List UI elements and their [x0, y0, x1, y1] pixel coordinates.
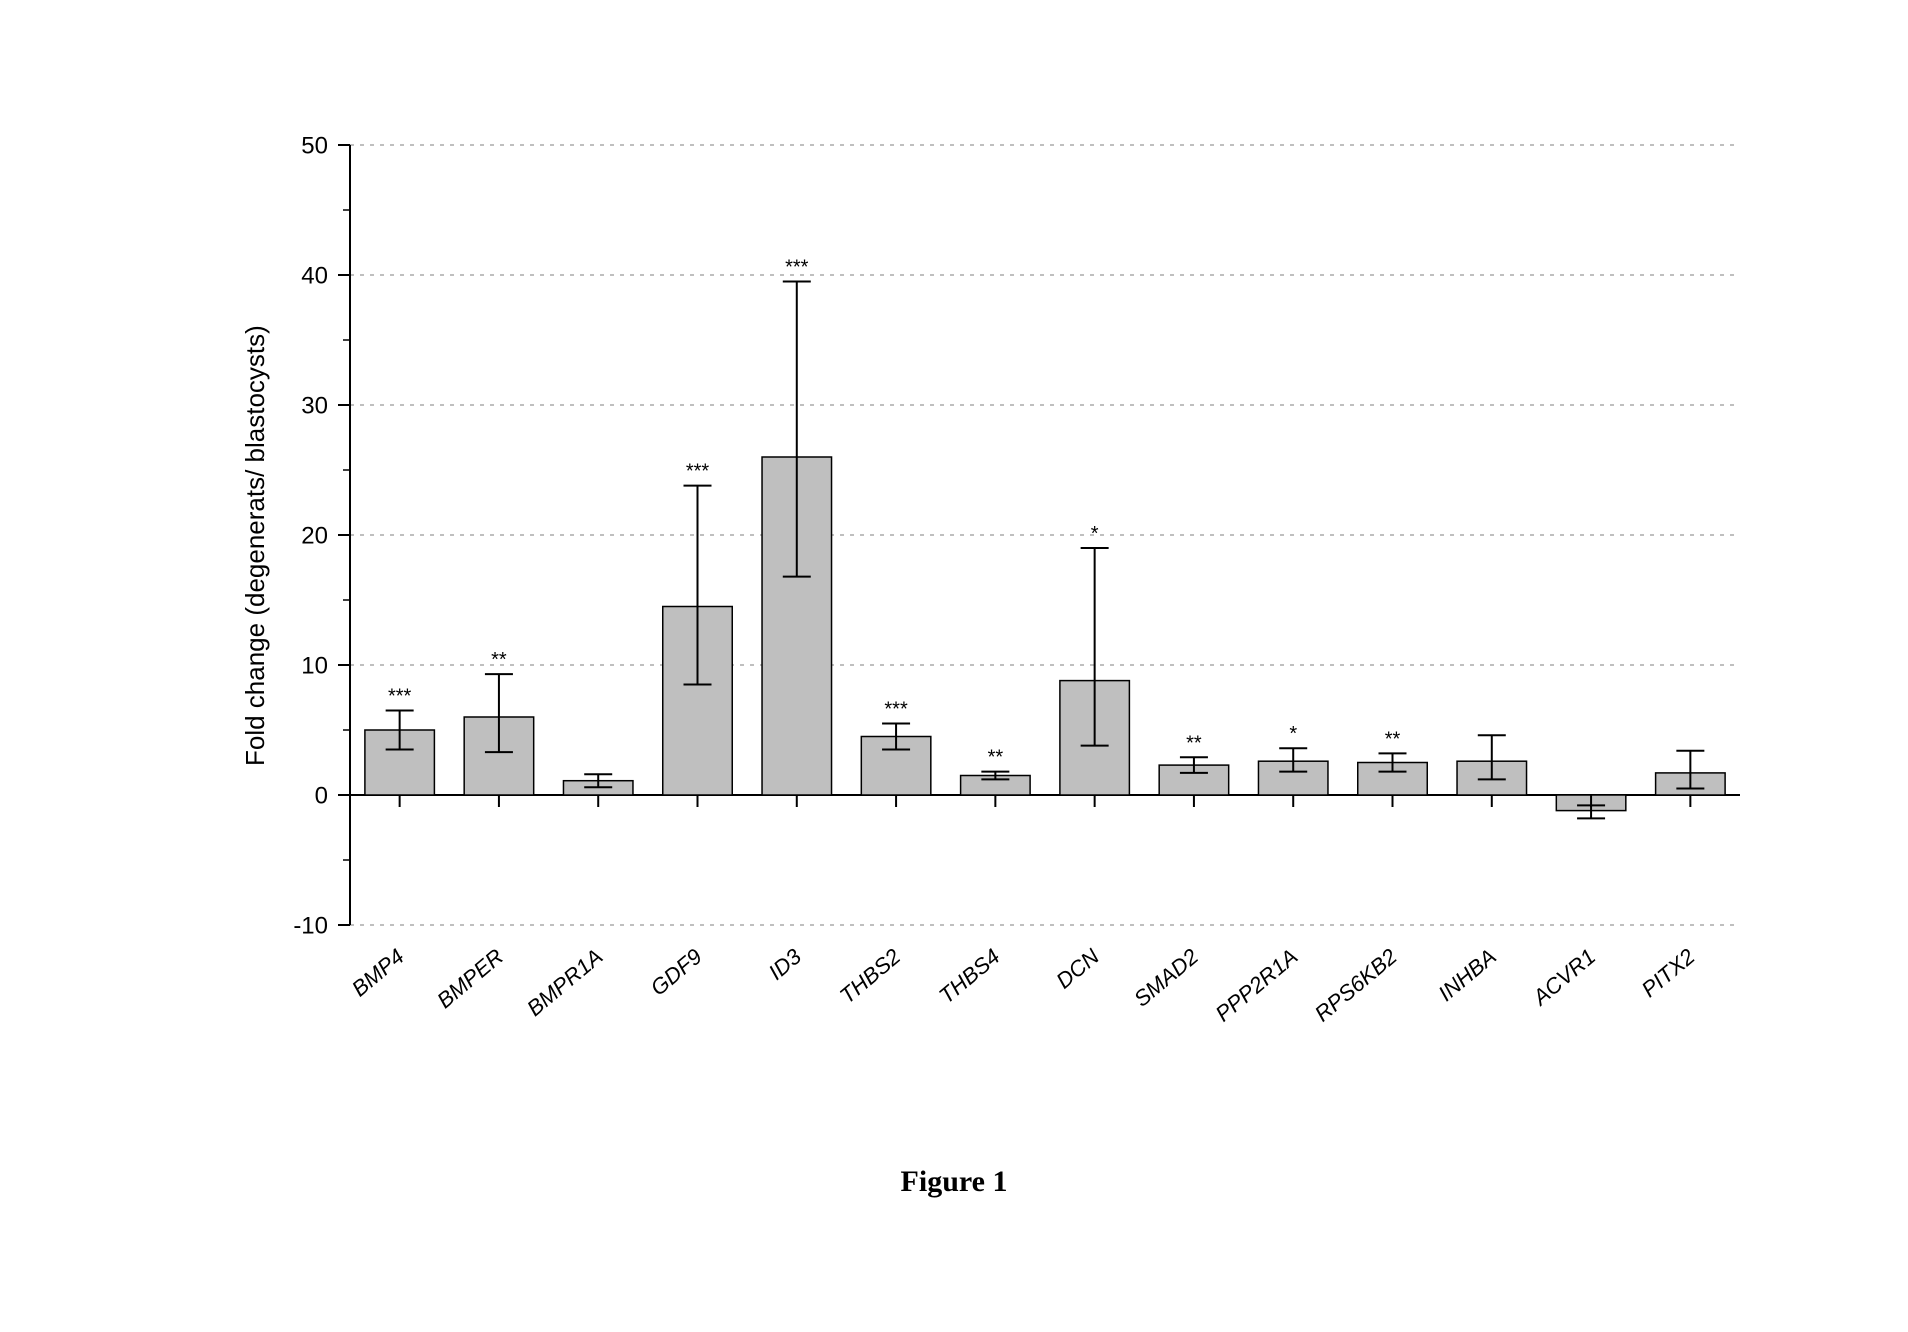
- y-tick-label: 10: [301, 652, 328, 679]
- significance-marker: **: [988, 747, 1004, 769]
- y-tick-label: 50: [301, 132, 328, 159]
- y-tick-label: 40: [301, 262, 328, 289]
- y-tick-label: 30: [301, 392, 328, 419]
- x-category-label: GDF9: [646, 944, 707, 1001]
- significance-marker: **: [1186, 732, 1202, 754]
- figure-frame: -1001020304050***BMP4**BMPERBMPR1A***GDF…: [0, 0, 1908, 1332]
- x-category-label: SMAD2: [1129, 944, 1203, 1012]
- x-category-label: THBS4: [934, 944, 1004, 1009]
- bar-chart: -1001020304050***BMP4**BMPERBMPR1A***GDF…: [0, 0, 1908, 1200]
- significance-marker: **: [491, 649, 507, 671]
- y-axis-title: Fold change (degenerats/ blastocysts): [240, 325, 271, 766]
- x-category-label: RPS6KB2: [1310, 944, 1402, 1027]
- x-category-label: ID3: [764, 943, 807, 985]
- significance-marker: *: [1091, 523, 1099, 545]
- x-category-label: DCN: [1051, 944, 1104, 994]
- x-category-label: INHBA: [1433, 944, 1501, 1006]
- y-tick-label: -10: [293, 912, 328, 939]
- y-tick-label: 0: [315, 782, 328, 809]
- significance-marker: ***: [686, 461, 710, 483]
- x-category-label: BMP4: [347, 944, 409, 1002]
- significance-marker: **: [1385, 728, 1401, 750]
- x-category-label: PPP2R1A: [1210, 944, 1302, 1027]
- significance-marker: ***: [785, 257, 809, 279]
- significance-marker: ***: [884, 699, 908, 721]
- x-category-label: THBS2: [835, 944, 905, 1009]
- significance-marker: ***: [388, 686, 412, 708]
- figure-caption: Figure 1: [0, 1165, 1908, 1199]
- x-category-label: BMPR1A: [522, 944, 607, 1021]
- x-category-label: BMPER: [432, 944, 508, 1014]
- x-category-label: PITX2: [1637, 944, 1700, 1002]
- significance-marker: *: [1289, 723, 1297, 745]
- x-category-label: ACVR1: [1526, 944, 1600, 1012]
- y-tick-label: 20: [301, 522, 328, 549]
